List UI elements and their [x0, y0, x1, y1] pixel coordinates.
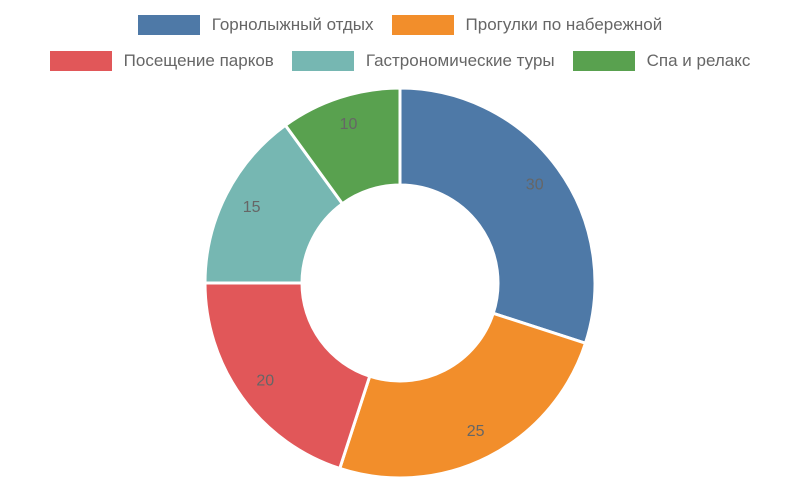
slice-spa[interactable] [283, 86, 402, 206]
slice-parks[interactable] [203, 281, 372, 471]
slice-value-gastro: 15 [243, 199, 261, 216]
legend-item-embankment[interactable]: Прогулки по набережной [391, 15, 663, 35]
legend-swatch-spa [572, 51, 635, 71]
legend-label-gastro: Гастрономические туры [365, 51, 555, 70]
slice-value-ski: 30 [526, 177, 544, 194]
legend-item-parks[interactable]: Посещение парков [49, 51, 274, 71]
legend-swatch-ski [137, 15, 200, 35]
legend-row-1: Горнолыжный отдых Прогулки по набережной [0, 14, 800, 36]
legend-label-parks: Посещение парков [123, 51, 274, 70]
legend-swatch-parks [49, 51, 112, 71]
slice-embankment[interactable] [337, 311, 588, 480]
slice-value-parks: 20 [256, 372, 274, 389]
legend-swatch-gastro [291, 51, 354, 71]
legend-swatch-embankment [391, 15, 454, 35]
slice-value-embankment: 25 [467, 423, 485, 440]
legend-label-ski: Горнолыжный отдых [211, 15, 374, 34]
legend-label-spa: Спа и релакс [646, 51, 751, 70]
legend-label-embankment: Прогулки по набережной [465, 15, 663, 34]
chart-legend: Горнолыжный отдых Прогулки по набережной… [0, 10, 800, 80]
legend-item-gastro[interactable]: Гастрономические туры [291, 51, 555, 71]
slice-ski[interactable] [398, 86, 597, 346]
legend-item-ski[interactable]: Горнолыжный отдых [137, 15, 374, 35]
slice-value-spa: 10 [340, 116, 358, 133]
legend-item-spa[interactable]: Спа и релакс [572, 51, 751, 71]
legend-row-2: Посещение парков Гастрономические туры С… [0, 50, 800, 72]
